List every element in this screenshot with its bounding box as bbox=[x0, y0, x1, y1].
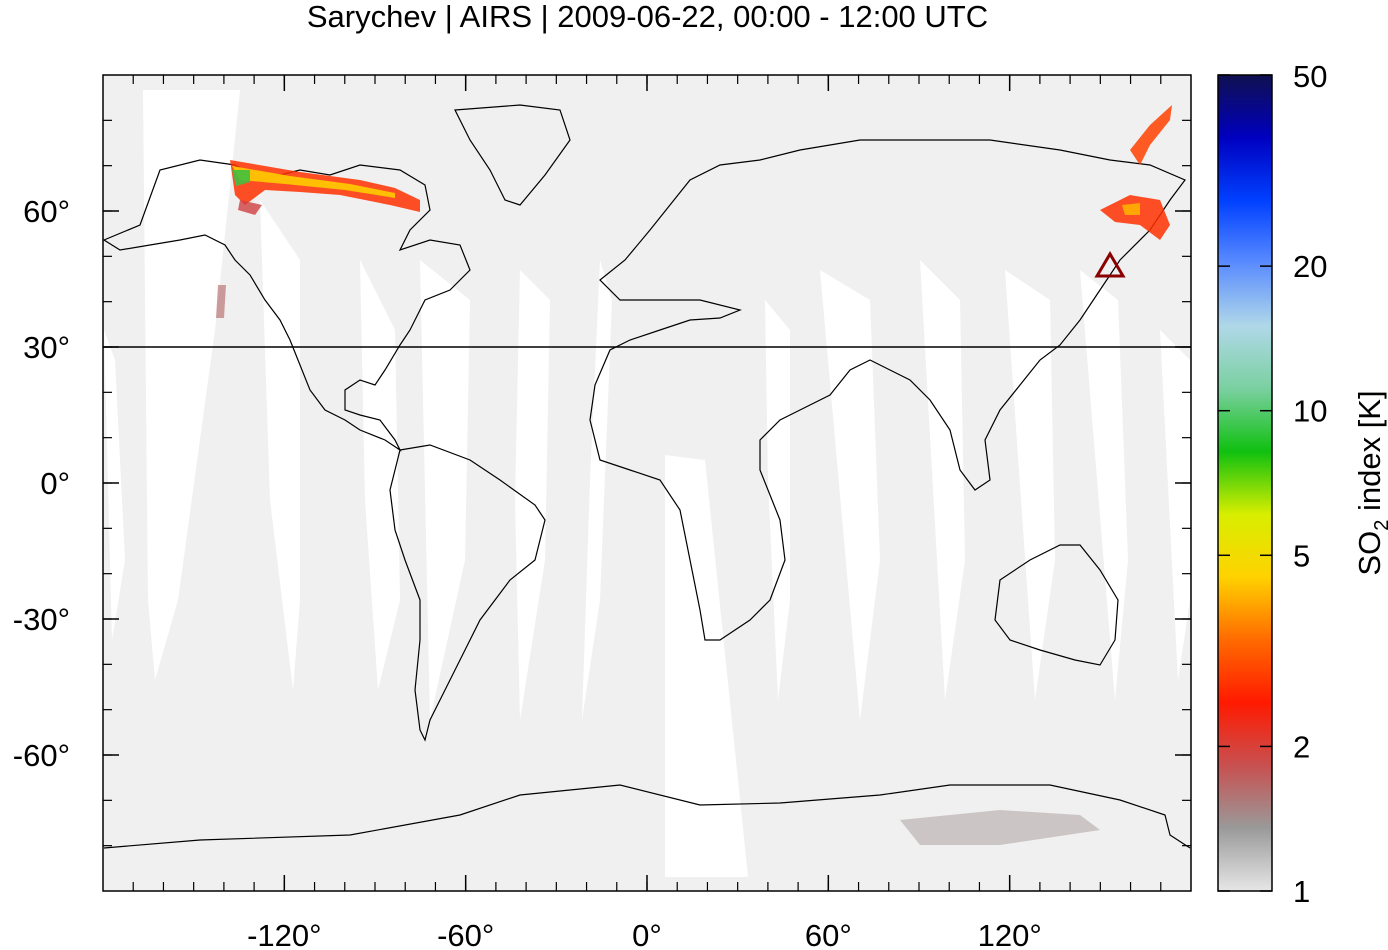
plume-band bbox=[1130, 105, 1172, 165]
map-layers bbox=[103, 90, 1191, 877]
x-tick-label: 120° bbox=[978, 918, 1042, 950]
swath-gaps bbox=[104, 90, 1190, 877]
colorbar-label-rest: index [K] bbox=[1352, 390, 1387, 519]
coastline-south-america bbox=[389, 444, 546, 742]
swath-gap bbox=[1160, 330, 1190, 680]
so2-plume-kamchatka bbox=[1100, 105, 1172, 240]
coastline-greenland bbox=[454, 104, 571, 206]
colorbar-tick-label: 2 bbox=[1293, 729, 1310, 764]
coastline-eurasia-africa bbox=[589, 139, 1186, 641]
x-tick-label: 0° bbox=[632, 918, 662, 950]
swath-gap bbox=[260, 200, 300, 690]
swath-gap bbox=[820, 270, 880, 720]
plume-fringe bbox=[238, 200, 262, 215]
swath-gap bbox=[765, 300, 790, 700]
colorbar-label: SO2 index [K] bbox=[1352, 390, 1388, 575]
so2-plume-canada bbox=[216, 160, 420, 318]
colorbar bbox=[1217, 74, 1273, 892]
colorbar-label-subscript: 2 bbox=[1371, 520, 1388, 531]
so2-noise-antarctica bbox=[900, 810, 1100, 845]
swath-gap bbox=[920, 260, 965, 700]
y-tick-label: -30° bbox=[13, 602, 70, 637]
swath-gap bbox=[104, 330, 125, 640]
y-tick-label: -60° bbox=[13, 738, 70, 773]
x-axis: -120° -60° 0° 60° 120° bbox=[132, 75, 1162, 950]
map-title: Sarychev | AIRS | 2009-06-22, 00:00 - 12… bbox=[306, 0, 989, 34]
swath-gap bbox=[515, 270, 550, 720]
y-axis: 60° 30° 0° -30° -60° bbox=[13, 119, 1191, 847]
swath-gap bbox=[143, 90, 240, 680]
y-tick-label: 30° bbox=[23, 330, 70, 365]
coastline-australia bbox=[994, 544, 1119, 666]
coastline-north-america bbox=[103, 159, 471, 452]
x-tick-label: -60° bbox=[437, 918, 494, 950]
swath-gap bbox=[360, 260, 400, 690]
plume-fringe bbox=[216, 285, 226, 318]
y-tick-label: 60° bbox=[23, 194, 70, 229]
colorbar-tick-label: 10 bbox=[1293, 394, 1327, 429]
plume-band bbox=[1100, 195, 1170, 240]
swath-gap bbox=[1080, 270, 1128, 700]
colorbar-tick-label: 20 bbox=[1293, 249, 1327, 284]
plume-core bbox=[232, 166, 395, 198]
y-tick-label: 0° bbox=[40, 466, 70, 501]
swath-gap bbox=[582, 260, 612, 720]
x-tick-label: 60° bbox=[805, 918, 852, 950]
colorbar-tick-label: 5 bbox=[1293, 538, 1310, 573]
colorbar-tick-label: 50 bbox=[1293, 59, 1327, 94]
triangle-icon bbox=[1094, 250, 1126, 278]
coastline-antarctica bbox=[103, 784, 1191, 849]
swath-gap bbox=[1005, 270, 1055, 700]
x-tick-label: -120° bbox=[247, 918, 321, 950]
plume-peak bbox=[232, 170, 250, 186]
colorbar-ticks: 50 20 10 5 2 1 bbox=[1218, 59, 1327, 909]
coastlines bbox=[103, 104, 1191, 849]
swath-gap bbox=[665, 455, 748, 877]
colorbar-label-main: SO bbox=[1352, 531, 1387, 576]
swath-gap bbox=[420, 260, 470, 720]
colorbar-tick-label: 1 bbox=[1293, 874, 1310, 909]
plume-core bbox=[1122, 203, 1140, 215]
